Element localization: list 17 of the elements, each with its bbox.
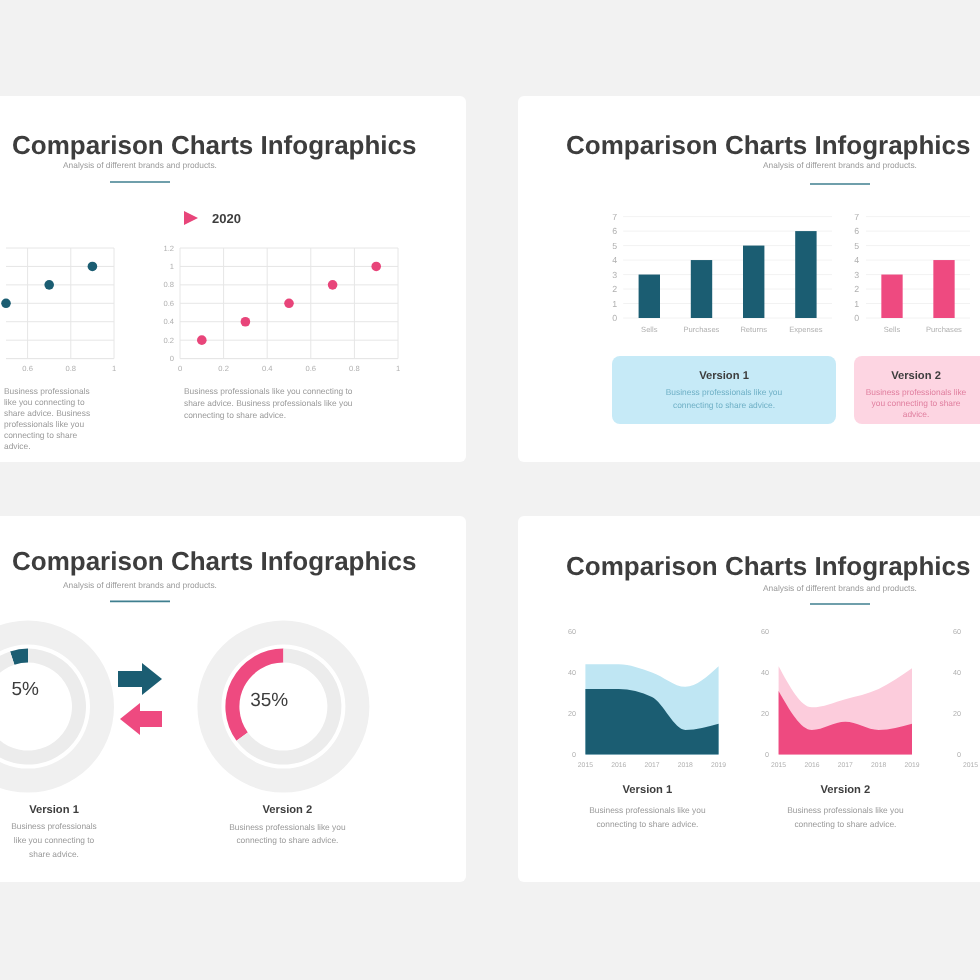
bar	[638, 274, 660, 318]
bar	[795, 231, 817, 318]
text: Comparison Charts Infographics	[12, 546, 417, 576]
point	[371, 261, 381, 272]
text: Comparison Charts Infographics	[12, 130, 417, 160]
point	[240, 316, 251, 327]
donut-slice	[236, 648, 342, 765]
data-label: 5%	[11, 679, 41, 702]
point	[197, 335, 207, 345]
text: Comparison Charts Infographics	[566, 130, 971, 160]
point	[284, 298, 294, 309]
bar	[743, 245, 765, 318]
text: Comparison Charts Infographics	[566, 550, 971, 581]
donut-slice	[225, 648, 284, 741]
data-label: 35%	[250, 689, 290, 712]
bar	[690, 260, 713, 318]
point	[327, 280, 338, 290]
